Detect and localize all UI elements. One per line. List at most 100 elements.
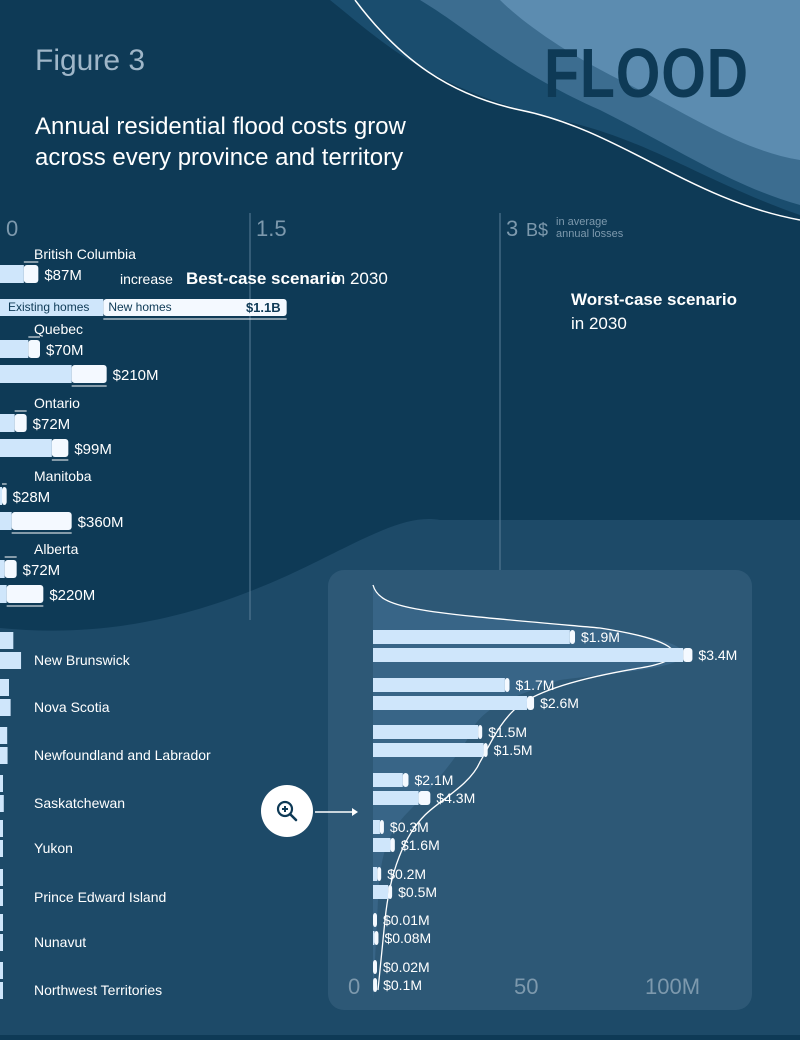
category-label-manitoba: Manitoba bbox=[34, 468, 92, 484]
inset-value-label-nova-scotia-best: $1.7M bbox=[516, 677, 555, 693]
mini-bar-newfoundland-and-labrador-worst bbox=[0, 747, 8, 764]
bar-existing-manitoba-worst bbox=[0, 512, 12, 530]
figure-label: Figure 3 bbox=[35, 44, 145, 77]
axis-unit: B$ bbox=[526, 220, 548, 240]
inset-bar-new-northwest-territories-worst bbox=[373, 978, 377, 992]
inset-axis-tick-100M: 100M bbox=[645, 974, 700, 999]
value-label-alberta-worst: $220M bbox=[49, 587, 95, 604]
category-label-nova-scotia: Nova Scotia bbox=[34, 699, 110, 715]
inset-bar-new-saskatchewan-best bbox=[403, 773, 409, 787]
inset-value-label-yukon-worst: $1.6M bbox=[401, 837, 440, 853]
bar-new-manitoba-worst bbox=[12, 512, 72, 530]
inset-value-label-newfoundland-and-labrador-worst: $1.5M bbox=[494, 742, 533, 758]
inset-value-label-northwest-territories-worst: $0.1M bbox=[383, 977, 422, 993]
inset-value-label-northwest-territories-best: $0.02M bbox=[383, 959, 430, 975]
bar-new-ontario-worst bbox=[52, 439, 68, 457]
mini-bar-nunavut-best bbox=[0, 914, 3, 931]
category-label-nunavut: Nunavut bbox=[34, 934, 86, 950]
axis-tick-1.5: 1.5 bbox=[256, 216, 287, 241]
inset-bar-new-nunavut-worst bbox=[374, 931, 378, 945]
bar-new-alberta-best bbox=[5, 560, 17, 578]
worst-case-label: Worst-case scenario bbox=[571, 290, 737, 309]
inset-bar-existing-nunavut-worst bbox=[373, 931, 374, 945]
increase-note: increase bbox=[120, 271, 173, 287]
axis-tick-3: 3 bbox=[506, 216, 518, 241]
inset-bar-existing-saskatchewan-best bbox=[373, 773, 403, 787]
mini-bar-newfoundland-and-labrador-best bbox=[0, 727, 7, 744]
inset-value-label-nunavut-best: $0.01M bbox=[383, 912, 430, 928]
mini-bar-northwest-territories-worst bbox=[0, 982, 3, 999]
category-label-prince-edward-island: Prince Edward Island bbox=[34, 889, 166, 905]
mini-bar-prince-edward-island-best bbox=[0, 869, 3, 886]
mini-bar-prince-edward-island-worst bbox=[0, 889, 3, 906]
inset-value-label-new-brunswick-best: $1.9M bbox=[581, 629, 620, 645]
value-label-british-columbia-worst-inline: $1.1B bbox=[246, 300, 281, 315]
inset-value-label-newfoundland-and-labrador-best: $1.5M bbox=[488, 724, 527, 740]
mini-bar-new-brunswick-best bbox=[0, 632, 13, 649]
inset-bar-new-new-brunswick-worst bbox=[683, 648, 692, 662]
inset-bar-existing-newfoundland-and-labrador-best bbox=[373, 725, 478, 739]
inset-bar-existing-prince-edward-island-best bbox=[373, 867, 377, 881]
category-label-ontario: Ontario bbox=[34, 395, 80, 411]
inset-axis-tick-50: 50 bbox=[514, 974, 538, 999]
value-label-manitoba-best: $28M bbox=[13, 489, 51, 506]
value-label-alberta-best: $72M bbox=[23, 562, 61, 579]
bar-existing-quebec-worst bbox=[0, 365, 72, 383]
best-case-year: in 2030 bbox=[332, 269, 388, 288]
value-label-ontario-worst: $99M bbox=[74, 441, 112, 458]
axis-tick-0: 0 bbox=[6, 216, 18, 241]
category-label-yukon: Yukon bbox=[34, 840, 73, 856]
mini-bar-northwest-territories-best bbox=[0, 962, 3, 979]
inset-bar-new-newfoundland-and-labrador-best bbox=[478, 725, 482, 739]
bar-new-ontario-best bbox=[15, 414, 27, 432]
category-label-northwest-territories: Northwest Territories bbox=[34, 982, 162, 998]
inset-bar-new-yukon-worst bbox=[390, 838, 394, 852]
inset-bar-existing-prince-edward-island-worst bbox=[373, 885, 388, 899]
bar-existing-quebec-best bbox=[0, 340, 28, 358]
bar-new-manitoba-best bbox=[2, 487, 7, 505]
new-homes-label: New homes bbox=[108, 300, 171, 314]
inset-bar-existing-nova-scotia-worst bbox=[373, 696, 527, 710]
inset-bar-new-northwest-territories-best bbox=[373, 960, 377, 974]
inset-value-label-prince-edward-island-best: $0.2M bbox=[387, 866, 426, 882]
bar-existing-manitoba-best bbox=[0, 487, 2, 505]
mini-bar-nunavut-worst bbox=[0, 934, 3, 951]
category-label-alberta: Alberta bbox=[34, 541, 79, 557]
inset-bar-existing-saskatchewan-worst bbox=[373, 791, 419, 805]
axis-unit-note-2: annual losses bbox=[556, 228, 624, 240]
inset-bar-existing-new-brunswick-worst bbox=[373, 648, 683, 662]
inset-axis-tick-0: 0 bbox=[348, 974, 360, 999]
value-label-ontario-best: $72M bbox=[33, 416, 71, 433]
inset-bar-new-prince-edward-island-best bbox=[377, 867, 381, 881]
bar-existing-ontario-best bbox=[0, 414, 15, 432]
category-label-saskatchewan: Saskatchewan bbox=[34, 795, 125, 811]
value-label-quebec-best: $70M bbox=[46, 342, 84, 359]
inset-bar-new-nova-scotia-best bbox=[505, 678, 510, 692]
category-label-quebec: Quebec bbox=[34, 321, 83, 337]
inset-bar-new-newfoundland-and-labrador-worst bbox=[484, 743, 488, 757]
value-label-quebec-worst: $210M bbox=[113, 367, 159, 384]
inset-value-label-prince-edward-island-worst: $0.5M bbox=[398, 884, 437, 900]
inset-bar-new-saskatchewan-worst bbox=[419, 791, 431, 805]
inset-bar-new-nova-scotia-worst bbox=[527, 696, 534, 710]
inset-bar-new-new-brunswick-best bbox=[570, 630, 575, 644]
category-label-new-brunswick: New Brunswick bbox=[34, 652, 131, 668]
inset-value-label-nova-scotia-worst: $2.6M bbox=[540, 695, 579, 711]
magnifier-plus-icon bbox=[274, 798, 300, 824]
zoom-icon[interactable] bbox=[261, 785, 313, 837]
inset-bar-existing-yukon-best bbox=[373, 820, 380, 834]
inset-bar-new-nunavut-best bbox=[373, 913, 377, 927]
title-line-2: across every province and territory bbox=[35, 144, 403, 171]
worst-case-year: in 2030 bbox=[571, 314, 627, 333]
bar-existing-alberta-worst bbox=[0, 585, 7, 603]
value-label-manitoba-worst: $360M bbox=[78, 514, 124, 531]
mini-bar-yukon-best bbox=[0, 820, 3, 837]
inset-bar-new-yukon-best bbox=[380, 820, 384, 834]
bar-new-quebec-worst bbox=[72, 365, 107, 383]
inset-value-label-saskatchewan-best: $2.1M bbox=[414, 772, 453, 788]
axis-unit-note-1: in average bbox=[556, 216, 607, 228]
mini-bar-nova-scotia-worst bbox=[0, 699, 11, 716]
bar-existing-british-columbia-best bbox=[0, 265, 24, 283]
best-case-label: Best-case scenario bbox=[186, 269, 341, 288]
